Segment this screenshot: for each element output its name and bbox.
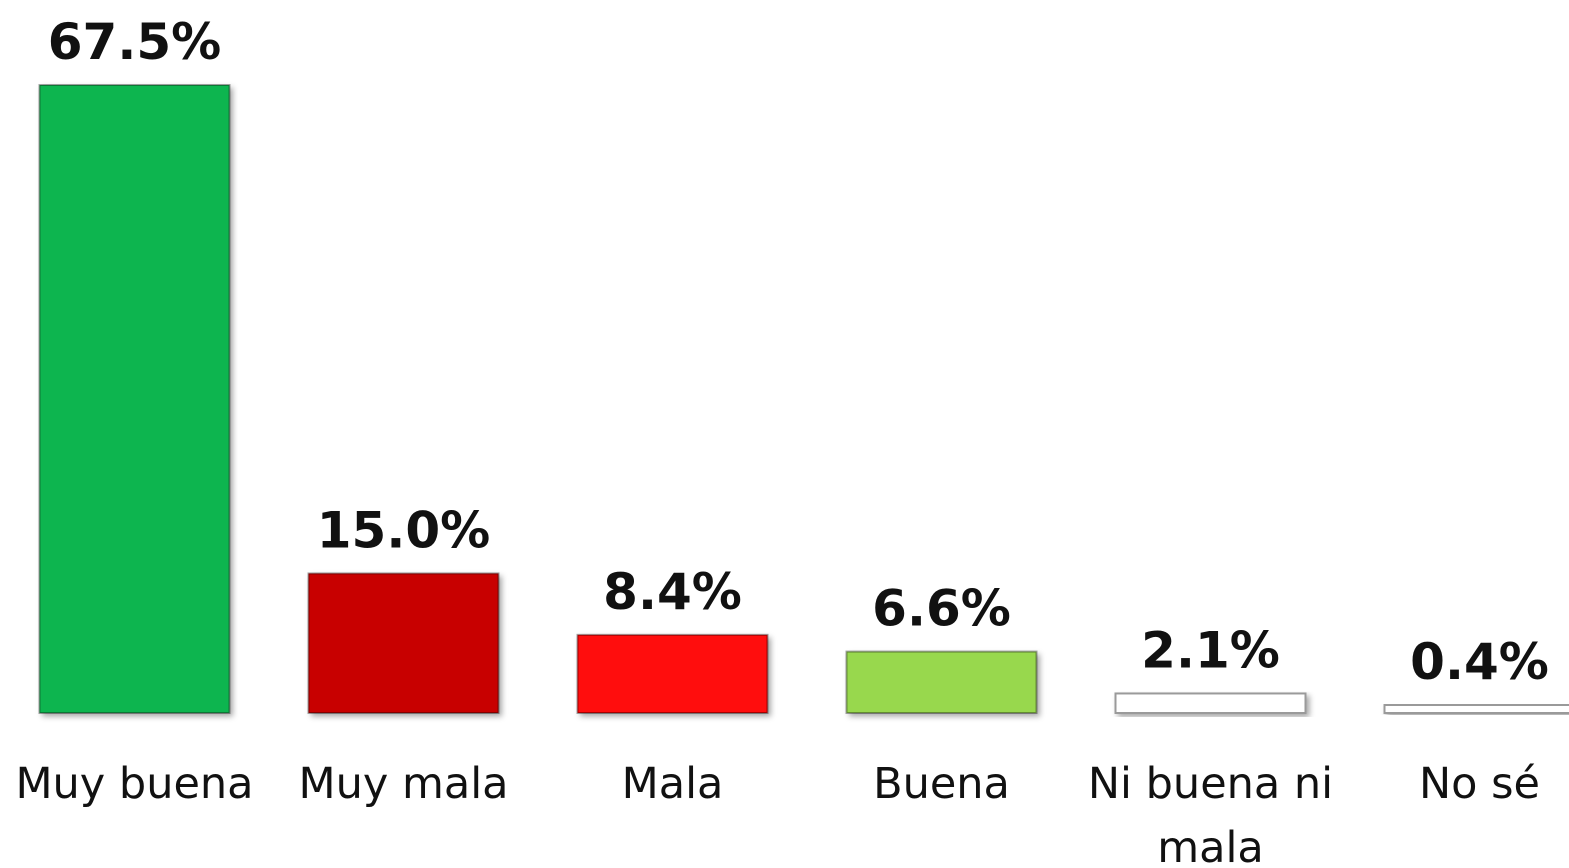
bar <box>576 633 769 714</box>
bar <box>1114 692 1307 714</box>
x-tick-label: No sé <box>1418 759 1540 809</box>
value-label: 6.6% <box>872 580 1011 638</box>
value-label: 67.5% <box>48 13 221 71</box>
bar <box>38 84 231 714</box>
value-label: 15.0% <box>317 501 490 559</box>
x-tick-label: Mala <box>621 759 724 809</box>
x-tick-label: Muy mala <box>298 759 509 809</box>
bar <box>307 572 500 715</box>
x-tick-label: Buena <box>873 759 1010 809</box>
value-label: 0.4% <box>1410 633 1549 691</box>
x-tick-label: Ni buena ni mala <box>1087 759 1334 868</box>
bar <box>845 650 1038 715</box>
bar <box>1383 704 1569 714</box>
value-label: 2.1% <box>1141 621 1280 679</box>
value-label: 8.4% <box>603 563 742 621</box>
x-tick-label: Muy buena <box>15 759 254 809</box>
